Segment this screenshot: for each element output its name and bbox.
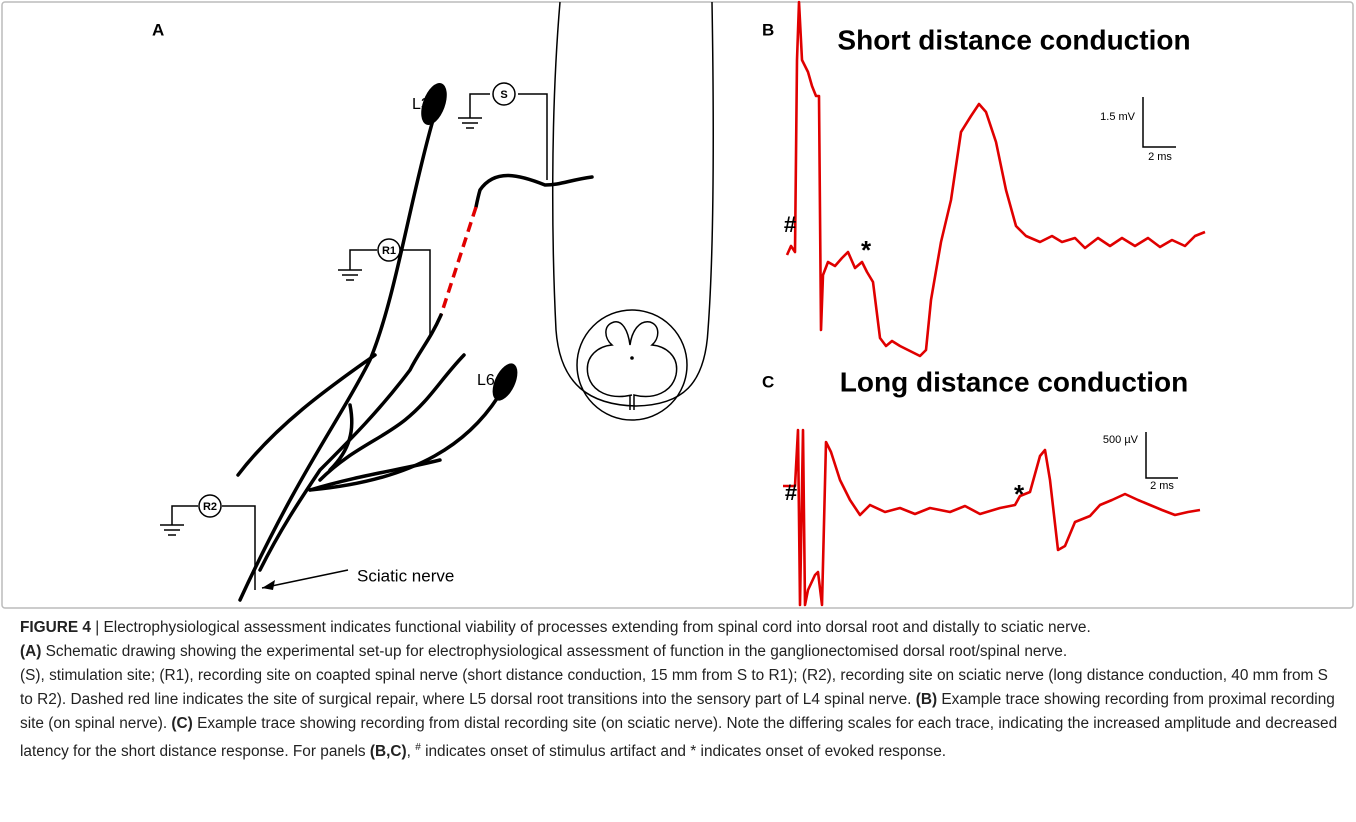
electrodes — [160, 83, 547, 590]
page: {"panels": { "a": {"label": "A", "l3": "… — [0, 0, 1356, 822]
trace — [783, 430, 1200, 605]
panel-ref: (B) — [916, 691, 937, 708]
response-marker: * — [1014, 479, 1025, 509]
scale-label: 2 ms — [1150, 480, 1174, 492]
nerves — [238, 80, 592, 600]
nerve-label: Sciatic nerve — [357, 566, 454, 585]
spinal-cord — [553, 2, 713, 420]
panel-ref: (A) — [20, 643, 41, 660]
response-marker: * — [861, 235, 872, 265]
panel-ref: (C) — [171, 715, 192, 732]
caption-text: , — [407, 743, 416, 760]
root-label: L6 — [477, 372, 495, 389]
electrode-label: R2 — [203, 501, 217, 513]
figure-number: FIGURE 4 — [20, 619, 91, 636]
figure-frame — [2, 2, 1353, 608]
caption-text: | Electrophysiological assessment indica… — [91, 619, 1091, 636]
scale-label: 2 ms — [1148, 151, 1172, 163]
panel-ref: (B,C) — [370, 743, 407, 760]
scale-bar — [1143, 97, 1176, 147]
panel-label: C — [762, 372, 774, 391]
caption-text: Schematic drawing showing the experiment… — [41, 643, 1067, 660]
electrode-label: S — [500, 89, 507, 101]
scale-label: 500 µV — [1103, 434, 1139, 446]
scale-bar — [1146, 432, 1178, 478]
scale-label: 1.5 mV — [1100, 111, 1136, 123]
caption-text: indicates onset of stimulus artifact and… — [421, 743, 946, 760]
figure: A L3 L6 S R1 R2 Sciatic nerve B Short di… — [0, 0, 1356, 612]
artifact-marker: # — [784, 212, 796, 237]
caption: FIGURE 4 | Electrophysiological assessme… — [20, 616, 1342, 764]
panel-label: A — [152, 20, 164, 39]
root-label: L3 — [412, 96, 430, 113]
artifact-marker: # — [785, 480, 797, 505]
panel-title: Long distance conduction — [840, 366, 1188, 397]
panel-title: Short distance conduction — [837, 24, 1190, 55]
panel-label: B — [762, 20, 774, 39]
electrode-label: R1 — [382, 245, 396, 257]
